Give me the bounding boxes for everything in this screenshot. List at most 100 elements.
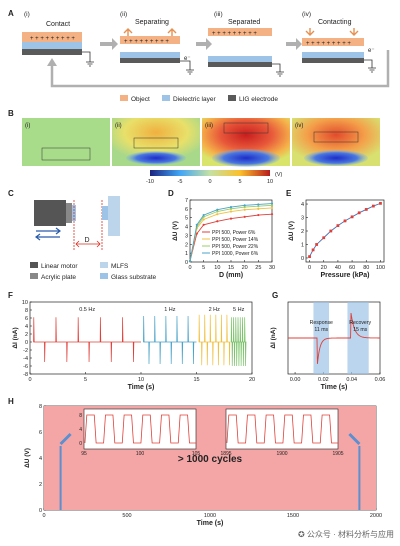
legend-label: PPI 500, Power 14% <box>212 237 259 243</box>
wechat-icon: ✪ <box>297 530 307 539</box>
x-tick-label: 10 <box>214 265 220 271</box>
legend-swatch-dielectric <box>162 95 170 101</box>
y-tick-label: 1 <box>301 242 304 248</box>
data-point <box>315 243 319 246</box>
data-point <box>322 236 326 240</box>
panel-label-d: D <box>168 189 174 198</box>
arrow-icon <box>348 432 361 446</box>
inset-x-tick-label: 1895 <box>220 451 231 457</box>
legend-label: PPI 500, Power 22% <box>212 244 259 250</box>
y-axis-label: ΔU (V) <box>172 221 179 241</box>
inset-x-tick-label: 100 <box>136 451 145 457</box>
ground-icon <box>368 67 376 73</box>
data-point <box>379 201 382 205</box>
legend-label: MLFS <box>111 263 129 270</box>
step-num: (iii) <box>214 11 223 18</box>
data-point <box>270 213 274 216</box>
arrow-right-icon <box>36 227 61 235</box>
chart-d: 0 5 10 15 20 25 30 0 1 2 3 4 5 6 7 D (mm) ΔU (V) PPI 500,… <box>172 198 275 279</box>
y-tick-label: 6 <box>185 207 188 213</box>
y-tick-label: 4 <box>301 202 304 208</box>
plot-frame <box>305 199 385 263</box>
legend-label: Linear motor <box>41 263 78 270</box>
data-point <box>270 206 274 210</box>
chart-e: 0 20 40 60 80 100 0 1 2 3 4 Pressure (kPa) ΔU (V) <box>288 199 385 279</box>
distance-label: D <box>84 237 89 244</box>
data-point <box>243 208 246 211</box>
legend-swatch-linear-motor <box>30 262 38 268</box>
x-tick-label: 0.00 <box>290 377 301 383</box>
step-num: (ii) <box>120 11 127 18</box>
data-point <box>229 205 233 209</box>
lig-electrode <box>22 49 82 55</box>
object-layer <box>120 36 180 44</box>
inset-y-tick-label: 4 <box>79 427 82 433</box>
colorbar-gradient <box>150 170 270 176</box>
data-point <box>371 204 375 208</box>
x-tick-label: 15 <box>228 265 234 271</box>
arrow-up-icon <box>167 28 177 36</box>
data-point <box>350 215 354 219</box>
arrow-right-icon <box>196 38 212 50</box>
object-layer <box>22 32 82 42</box>
y-tick-label: 8 <box>25 308 28 314</box>
colorbar-tick: 0 <box>208 179 211 185</box>
x-tick-label: 40 <box>335 265 341 271</box>
panel-label-c: C <box>8 189 14 198</box>
panel-label-h: H <box>8 397 14 406</box>
series-line <box>309 202 381 257</box>
y-tick-label: 0 <box>25 340 28 346</box>
y-axis-label: ΔI (nA) <box>12 327 19 348</box>
legend-a: Object Dielectric layer LIG electrode <box>120 95 278 103</box>
object-layer <box>208 28 272 36</box>
arrow-down-icon <box>305 28 315 36</box>
inset-trace <box>226 414 338 444</box>
ground-icon <box>186 69 194 75</box>
dielectric-layer <box>208 56 272 62</box>
step-contacting: (iv) Contacting + + + + + + + + + e⁻ <box>302 11 376 73</box>
colorbar-tick: 5 <box>238 179 241 185</box>
legend-c: Linear motor MLFS Acrylic plate Glass su… <box>30 262 157 281</box>
x-tick-label: 0 <box>188 265 191 271</box>
series-line <box>189 207 273 262</box>
panel-label-g: G <box>272 291 278 300</box>
series-line <box>189 213 273 262</box>
charge-row: + + + + + + + + + <box>30 36 75 42</box>
arrow-right-icon <box>100 38 118 50</box>
field-map-ii: (ii) <box>112 118 200 166</box>
field-map-iv: (iv) <box>292 118 380 166</box>
data-point <box>216 210 219 213</box>
y-tick-label: 3 <box>301 216 304 222</box>
inset-trace <box>84 414 196 444</box>
step-label: Contact <box>46 21 70 28</box>
arrow-icon <box>59 432 72 446</box>
step-separating: (ii) Separating + + + + + + + + + e⁻ <box>120 11 194 75</box>
x-tick-label: 30 <box>269 265 275 271</box>
data-point <box>229 207 233 210</box>
y-tick-label: 1 <box>185 251 188 257</box>
y-tick-label: -4 <box>23 356 28 362</box>
tile-label: (iv) <box>295 123 303 129</box>
x-tick-label: 10 <box>138 377 144 383</box>
annotation-value: 15 ms <box>353 327 368 333</box>
data-point <box>270 202 274 205</box>
charge-row: + + + + + + + + + <box>306 41 351 47</box>
device-outline <box>133 137 179 149</box>
y-tick-label: 4 <box>25 324 28 330</box>
step-label: Separating <box>135 19 169 26</box>
data-point <box>216 208 219 211</box>
signal-trace <box>198 314 231 366</box>
x-tick-label: 0 <box>42 513 45 519</box>
x-tick-label: 0.06 <box>375 377 386 383</box>
step-label: Separated <box>228 19 260 26</box>
inset-plot: 1895 1900 1905 <box>220 408 344 457</box>
lig-electrode <box>208 62 272 67</box>
negative-region <box>212 149 280 167</box>
x-axis-label: D (mm) <box>219 272 243 279</box>
device-outline <box>313 131 359 143</box>
arrow-right-icon <box>286 38 302 50</box>
x-tick-label: 0 <box>28 377 31 383</box>
colorbar-tick: 10 <box>267 179 273 185</box>
